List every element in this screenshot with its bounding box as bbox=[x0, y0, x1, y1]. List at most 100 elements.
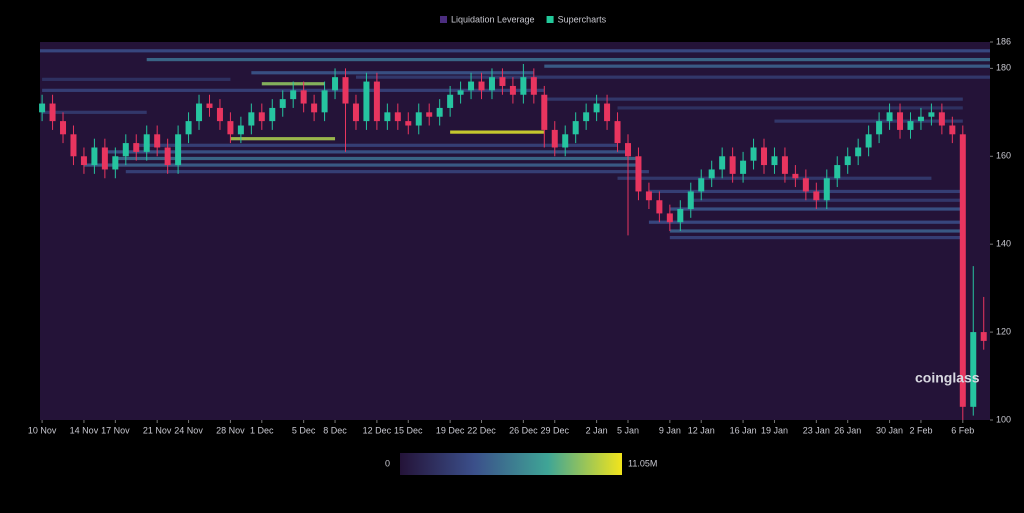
candle-body bbox=[384, 112, 391, 122]
liquidation-level bbox=[125, 170, 649, 174]
candle-body bbox=[290, 90, 297, 100]
x-tick-label: 26 Dec bbox=[509, 425, 538, 435]
x-tick-label: 5 Dec bbox=[292, 425, 316, 435]
candle-body bbox=[185, 121, 192, 135]
candle-body bbox=[949, 125, 956, 135]
x-tick-label: 28 Nov bbox=[216, 425, 245, 435]
liquidation-level bbox=[544, 97, 963, 101]
candle-body bbox=[133, 143, 140, 152]
candle-body bbox=[415, 112, 422, 126]
liquidation-level bbox=[83, 163, 639, 167]
legend-swatch bbox=[440, 16, 447, 23]
candle-body bbox=[865, 134, 872, 148]
y-tick-label: 100 bbox=[996, 414, 1011, 424]
x-tick-label: 26 Jan bbox=[834, 425, 861, 435]
candle-body bbox=[572, 121, 579, 135]
candle-body bbox=[886, 112, 893, 122]
candle-body bbox=[708, 169, 715, 179]
candle-body bbox=[206, 103, 213, 108]
liquidation-level bbox=[230, 137, 336, 141]
y-tick-label: 160 bbox=[996, 151, 1011, 161]
x-tick-label: 1 Dec bbox=[250, 425, 274, 435]
x-tick-label: 8 Dec bbox=[323, 425, 347, 435]
candle-body bbox=[237, 125, 244, 135]
legend-label: Supercharts bbox=[558, 14, 607, 24]
candle-body bbox=[562, 134, 569, 148]
candle-body bbox=[781, 156, 788, 174]
candle-body bbox=[143, 134, 150, 152]
candle-body bbox=[666, 213, 673, 223]
candle-body bbox=[426, 112, 433, 117]
x-tick-label: 29 Dec bbox=[540, 425, 569, 435]
liquidation-level bbox=[115, 156, 639, 161]
candle-body bbox=[321, 90, 328, 113]
candle-body bbox=[614, 121, 621, 144]
candle-body bbox=[196, 103, 203, 122]
candle-body bbox=[771, 156, 778, 166]
candle-body bbox=[436, 107, 443, 117]
candle-body bbox=[478, 81, 485, 91]
x-tick-label: 12 Jan bbox=[688, 425, 715, 435]
liquidation-level bbox=[774, 119, 963, 123]
candle-body bbox=[39, 103, 46, 113]
candle-body bbox=[624, 143, 631, 157]
legend-label: Liquidation Leverage bbox=[451, 14, 535, 24]
candle-body bbox=[750, 147, 757, 161]
candle-body bbox=[959, 134, 966, 407]
candle-body bbox=[373, 81, 380, 122]
candle-body bbox=[352, 103, 359, 122]
x-tick-label: 22 Dec bbox=[467, 425, 496, 435]
candle-body bbox=[583, 112, 590, 122]
candle-body bbox=[509, 85, 516, 95]
candle-body bbox=[928, 112, 935, 117]
x-tick-label: 19 Jan bbox=[761, 425, 788, 435]
candle-body bbox=[897, 112, 904, 130]
candle-body bbox=[332, 77, 339, 91]
candle-body bbox=[907, 121, 914, 130]
x-tick-label: 17 Nov bbox=[101, 425, 130, 435]
liquidation-level bbox=[42, 110, 147, 114]
candle-body bbox=[938, 112, 945, 126]
candle-body bbox=[216, 107, 223, 122]
candle-body bbox=[91, 147, 98, 166]
candle-body bbox=[635, 156, 642, 192]
candle-body bbox=[499, 77, 506, 86]
x-tick-label: 5 Jan bbox=[617, 425, 639, 435]
candle-body bbox=[687, 191, 694, 210]
x-tick-label: 6 Feb bbox=[951, 425, 974, 435]
liquidation-level bbox=[544, 64, 990, 68]
candle-body bbox=[175, 134, 182, 166]
candle-body bbox=[834, 165, 841, 179]
candle-body bbox=[792, 173, 799, 179]
x-tick-label: 16 Jan bbox=[730, 425, 757, 435]
colorbar-label: 11.05M bbox=[628, 458, 657, 468]
candle-body bbox=[164, 147, 171, 166]
liquidation-level bbox=[251, 71, 534, 75]
candle-body bbox=[530, 77, 537, 95]
candle-body bbox=[876, 121, 883, 135]
y-tick-label: 140 bbox=[996, 239, 1011, 249]
candle-body bbox=[258, 112, 265, 122]
colorbar bbox=[400, 453, 622, 475]
candle-body bbox=[405, 121, 412, 126]
candle-body bbox=[719, 156, 726, 170]
liquidation-level bbox=[40, 49, 990, 53]
x-tick-label: 23 Jan bbox=[803, 425, 830, 435]
y-tick-label: 186 bbox=[996, 36, 1011, 46]
candle-body bbox=[855, 147, 862, 157]
x-tick-label: 2 Feb bbox=[909, 425, 932, 435]
candle-body bbox=[269, 107, 276, 122]
candle-body bbox=[551, 129, 558, 148]
legend-swatch bbox=[546, 16, 554, 23]
candle-body bbox=[101, 147, 108, 170]
liquidation-level bbox=[136, 143, 618, 147]
candle-body bbox=[645, 191, 652, 201]
x-tick-label: 2 Jan bbox=[586, 425, 608, 435]
x-tick-label: 12 Dec bbox=[363, 425, 392, 435]
x-tick-label: 24 Nov bbox=[174, 425, 203, 435]
candle-body bbox=[541, 94, 548, 130]
x-tick-label: 9 Jan bbox=[659, 425, 681, 435]
liquidation-level bbox=[669, 235, 963, 240]
